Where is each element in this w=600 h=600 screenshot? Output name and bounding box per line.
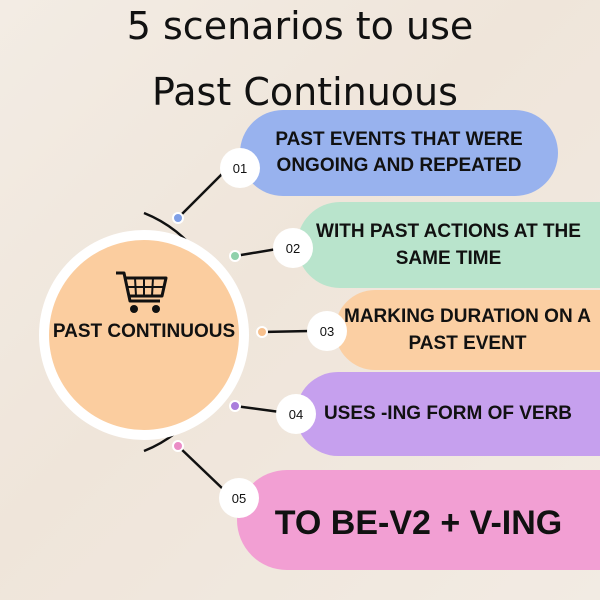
number-badge-3: 03 xyxy=(307,311,347,351)
scenario-3-pill: MARKING DURATION ON A PAST EVENT xyxy=(335,290,600,370)
hub-label: PAST CONTINUOUS xyxy=(52,321,236,342)
scenario-1-pill: PAST EVENTS THAT WERE ONGOING AND REPEAT… xyxy=(240,110,558,196)
number-badge-5: 05 xyxy=(219,478,259,518)
title-line-2: Past Continuous xyxy=(152,70,458,114)
connector-1 xyxy=(177,171,225,219)
dot-1 xyxy=(172,212,184,224)
dot-5 xyxy=(172,440,184,452)
scenario-2-pill: WITH PAST ACTIONS AT THE SAME TIME xyxy=(297,202,600,288)
shopping-cart-icon xyxy=(116,271,168,313)
dot-3 xyxy=(256,326,268,338)
connector-3 xyxy=(261,329,311,334)
connector-5 xyxy=(177,445,225,491)
number-badge-2: 02 xyxy=(273,228,313,268)
title-line-1: 5 scenarios to use xyxy=(126,4,474,48)
connector-2 xyxy=(234,247,278,258)
dot-4 xyxy=(229,400,241,412)
number-badge-1: 01 xyxy=(220,148,260,188)
scenario-5-pill: TO BE-V2 + V-ING xyxy=(237,470,600,570)
number-badge-4: 04 xyxy=(276,394,316,434)
dot-2 xyxy=(229,250,241,262)
connector-4 xyxy=(234,404,281,414)
scenario-4-pill: USES -ING FORM OF VERB xyxy=(296,372,600,456)
hub-circle xyxy=(49,240,239,430)
